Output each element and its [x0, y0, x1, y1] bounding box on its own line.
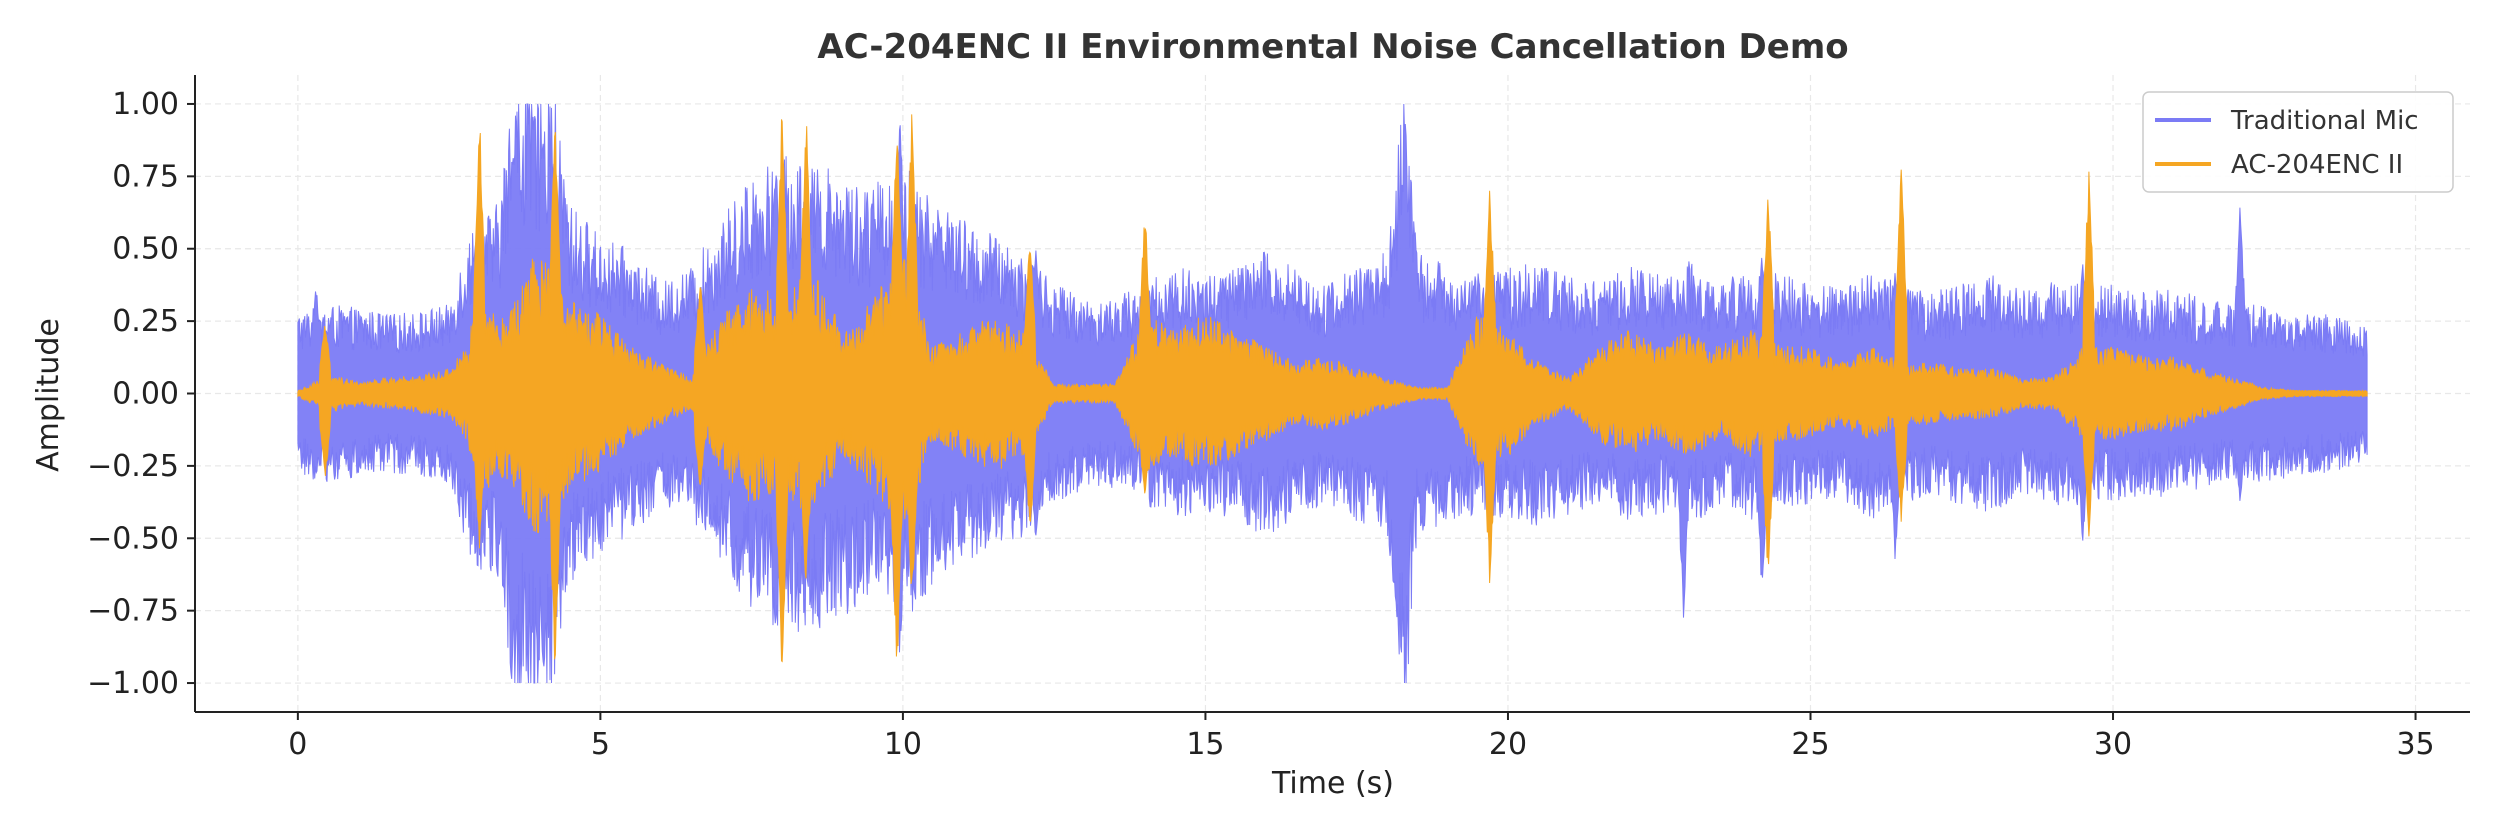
x-tick-label-2: 10 — [884, 727, 922, 762]
y-tick-label-3: 0.25 — [112, 304, 179, 339]
y-tick-label-0: 1.00 — [112, 87, 179, 122]
legend-label-1: AC-204ENC II — [2231, 150, 2403, 180]
series-layer — [297, 103, 2368, 684]
series-1-waveform — [297, 114, 2368, 663]
ticks: 0 5 10 15 20 25 30 35 1.00 0.75 0.50 0.25 0.00 −0.25 −… — [87, 87, 2435, 762]
legend: Traditional Mic AC-204ENC II — [2142, 91, 2454, 193]
y-tick-label-8: −1.00 — [87, 666, 179, 701]
x-tick-label-0: 0 — [288, 727, 307, 762]
y-tick-label-2: 0.50 — [112, 232, 179, 267]
x-tick-label-4: 20 — [1489, 727, 1527, 762]
x-tick-label-6: 30 — [2094, 727, 2132, 762]
y-tick-label-7: −0.75 — [87, 594, 179, 629]
y-tick-label-6: −0.50 — [87, 521, 179, 556]
y-tick-label-5: −0.25 — [87, 449, 179, 484]
chart-title: AC-204ENC II Environmental Noise Cancell… — [817, 27, 1848, 67]
x-tick-label-7: 35 — [2396, 727, 2434, 762]
x-tick-label-1: 5 — [591, 727, 610, 762]
legend-label-0: Traditional Mic — [2230, 106, 2419, 136]
x-axis-label: Time (s) — [1271, 766, 1394, 801]
x-tick-label-5: 25 — [1791, 727, 1829, 762]
legend-box — [2142, 91, 2454, 193]
x-tick-label-3: 15 — [1186, 727, 1224, 762]
y-tick-label-4: 0.00 — [112, 377, 179, 412]
y-tick-label-1: 0.75 — [112, 159, 179, 194]
y-axis-label: Amplitude — [31, 318, 66, 472]
